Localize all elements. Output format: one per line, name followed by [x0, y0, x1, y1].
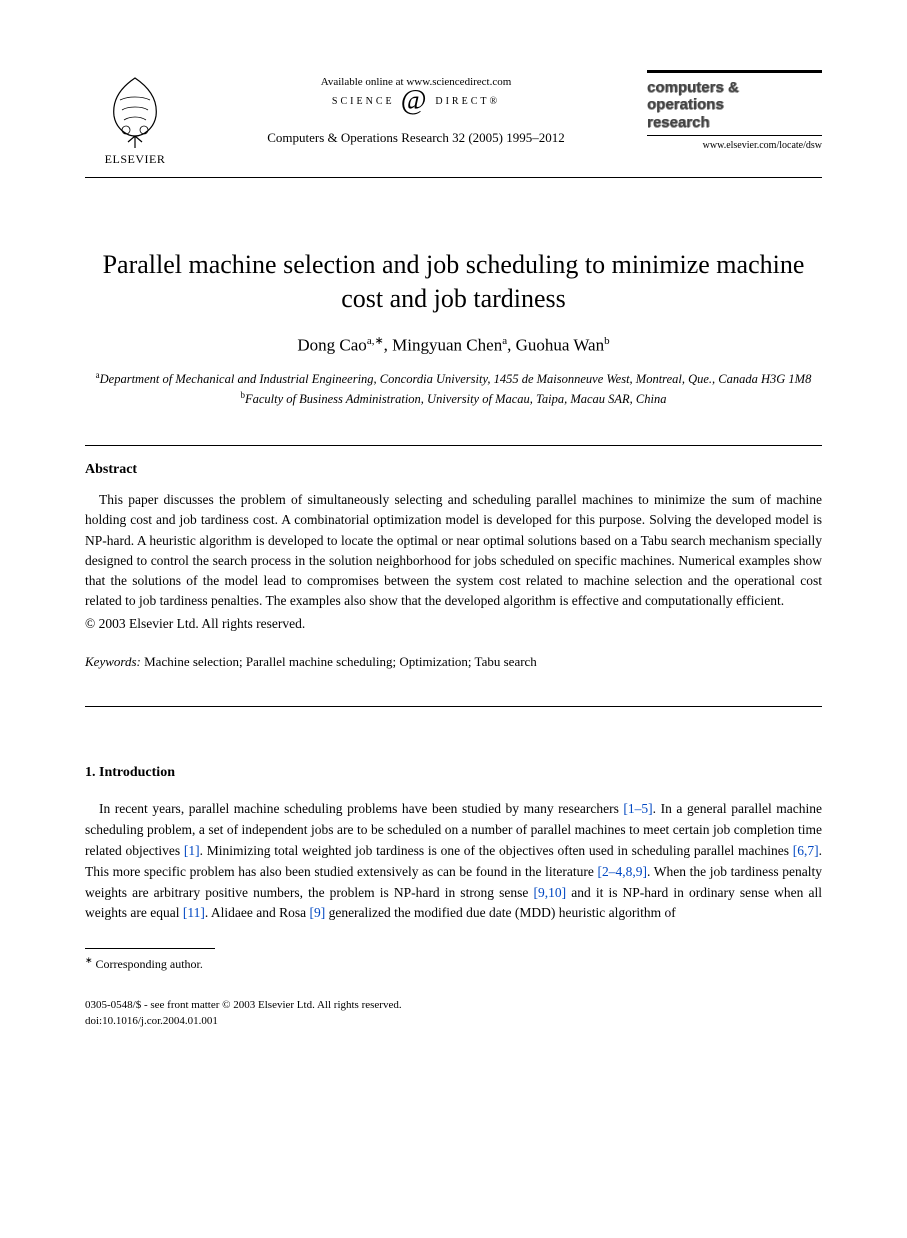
intro-text-8: generalized the modified due date (MDD) … — [325, 905, 676, 920]
journal-box-wrapper: computers & operations research www.else… — [647, 70, 822, 151]
elsevier-tree-icon — [100, 70, 170, 150]
sd-right: DIRECT® — [435, 96, 500, 107]
citation-1[interactable]: [1–5] — [623, 801, 652, 816]
introduction-body: In recent years, parallel machine schedu… — [85, 799, 822, 925]
copyright-line: © 2003 Elsevier Ltd. All rights reserved… — [85, 614, 822, 634]
journal-title-line2: operations — [647, 96, 822, 113]
citation-7[interactable]: [9] — [309, 905, 325, 920]
center-header: Available online at www.sciencedirect.co… — [185, 70, 647, 146]
journal-reference: Computers & Operations Research 32 (2005… — [267, 130, 565, 146]
author-3: Guohua Wan — [516, 335, 605, 354]
page-header: ELSEVIER Available online at www.science… — [85, 70, 822, 167]
sd-at-icon: @ — [401, 94, 430, 108]
journal-title-line1: computers & — [647, 79, 822, 96]
journal-box: computers & operations research — [647, 70, 822, 136]
abstract-bottom-rule — [85, 706, 822, 707]
author-3-sup: b — [604, 335, 610, 347]
footnote-marker: ∗ — [85, 955, 93, 965]
keywords-label: Keywords: — [85, 654, 141, 669]
affiliation-a: Department of Mechanical and Industrial … — [100, 372, 812, 386]
author-1-sup: a,∗ — [367, 335, 384, 347]
corresponding-author-footnote: ∗ Corresponding author. — [85, 955, 822, 972]
footnote-rule — [85, 948, 215, 949]
author-2: Mingyuan Chen — [392, 335, 502, 354]
publisher-logo-block: ELSEVIER — [85, 70, 185, 167]
intro-text-7: . Alidaee and Rosa — [205, 905, 310, 920]
journal-title-line3: research — [647, 114, 822, 131]
footer-line-1: 0305-0548/$ - see front matter © 2003 El… — [85, 998, 822, 1013]
affiliations: aDepartment of Mechanical and Industrial… — [85, 369, 822, 409]
footer-line-2: doi:10.1016/j.cor.2004.01.001 — [85, 1014, 822, 1029]
citation-5[interactable]: [9,10] — [534, 885, 567, 900]
author-2-sup: a — [502, 335, 507, 347]
abstract-top-rule — [85, 445, 822, 446]
introduction-heading: 1. Introduction — [85, 765, 822, 781]
citation-6[interactable]: [11] — [183, 905, 205, 920]
affiliation-b: Faculty of Business Administration, Univ… — [245, 392, 667, 406]
article-title: Parallel machine selection and job sched… — [85, 248, 822, 316]
abstract-body: This paper discusses the problem of simu… — [85, 490, 822, 612]
footer-block: 0305-0548/$ - see front matter © 2003 El… — [85, 998, 822, 1029]
citation-3[interactable]: [6,7] — [793, 843, 819, 858]
intro-text-1: In recent years, parallel machine schedu… — [99, 801, 623, 816]
journal-url: www.elsevier.com/locate/dsw — [647, 140, 822, 151]
intro-text-3: . Minimizing total weighted job tardines… — [200, 843, 793, 858]
publisher-label: ELSEVIER — [105, 152, 166, 167]
citation-4[interactable]: [2–4,8,9] — [597, 864, 647, 879]
sd-left: SCIENCE — [332, 96, 395, 107]
citation-2[interactable]: [1] — [184, 843, 200, 858]
keywords-text: Machine selection; Parallel machine sche… — [141, 654, 537, 669]
header-rule — [85, 177, 822, 178]
authors-line: Dong Caoa,∗, Mingyuan Chena, Guohua Wanb — [85, 334, 822, 356]
footnote-text: Corresponding author. — [93, 957, 203, 971]
keywords-line: Keywords: Machine selection; Parallel ma… — [85, 654, 822, 670]
abstract-heading: Abstract — [85, 462, 822, 478]
author-1: Dong Cao — [297, 335, 366, 354]
sciencedirect-logo: SCIENCE @ DIRECT® — [332, 94, 500, 108]
